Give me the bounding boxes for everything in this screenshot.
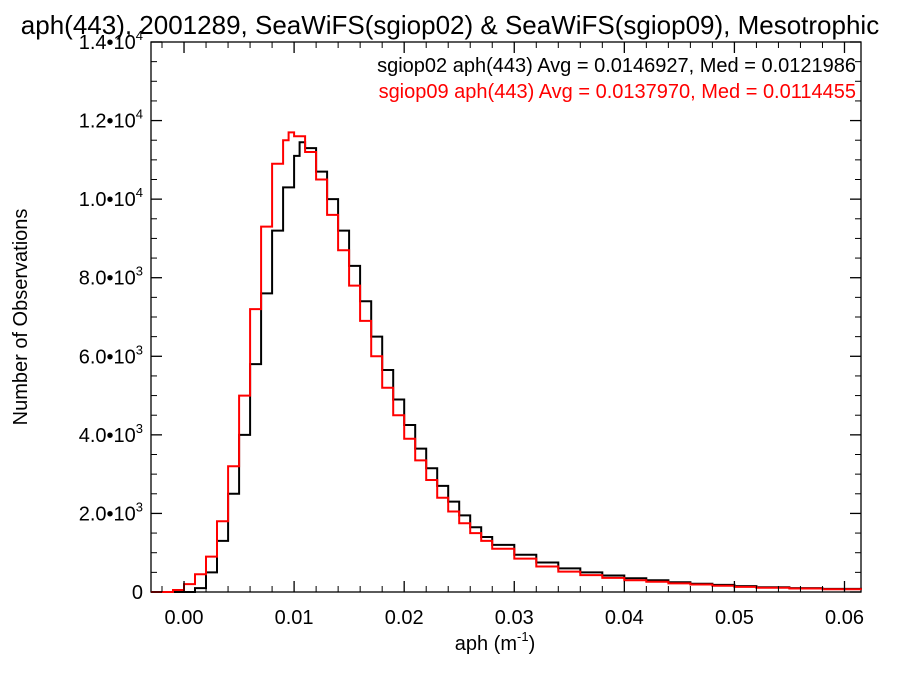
y-tick-label: 0 <box>132 582 143 604</box>
x-tick-label: 0.01 <box>275 607 314 629</box>
x-tick-label: 0.05 <box>715 607 754 629</box>
y-tick-label: 2.0•103 <box>79 499 143 525</box>
y-tick-label: 1.0•104 <box>79 185 143 211</box>
series-line-sgiop02 <box>151 141 862 593</box>
y-axis-label: Number of Observations <box>10 209 32 426</box>
chart-title: aph(443), 2001289, SeaWiFS(sgiop02) & Se… <box>21 10 879 40</box>
y-tick-label: 1.2•104 <box>79 107 143 133</box>
y-tick-label: 8.0•103 <box>79 264 143 290</box>
x-tick-label: 0.02 <box>385 607 424 629</box>
legend-entry-sgiop02: sgiop02 aph(443) Avg = 0.0146927, Med = … <box>377 55 856 77</box>
x-tick-label: 0.06 <box>825 607 864 629</box>
y-tick-label: 1.4•104 <box>79 28 143 54</box>
y-tick-label: 6.0•103 <box>79 342 143 368</box>
x-tick-label: 0.03 <box>495 607 534 629</box>
x-tick-label: 0.04 <box>605 607 644 629</box>
legend-entry-sgiop09: sgiop09 aph(443) Avg = 0.0137970, Med = … <box>379 81 856 103</box>
plot-frame <box>150 41 862 593</box>
y-tick-label: 4.0•103 <box>79 421 143 447</box>
x-tick-label: 0.00 <box>165 607 204 629</box>
x-axis-label: aph (m-1) <box>455 629 535 655</box>
series-line-sgiop09 <box>151 131 862 593</box>
